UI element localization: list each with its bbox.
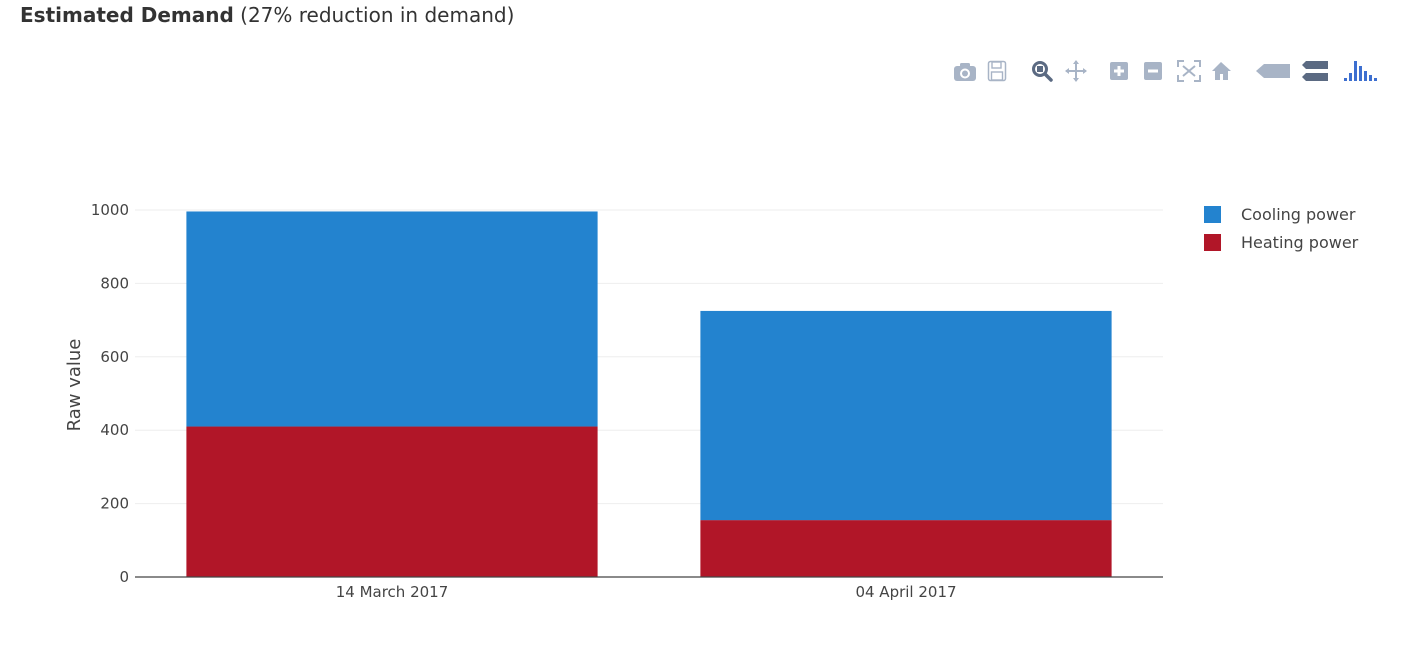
camera-icon[interactable] [954,63,976,81]
y-axis-title: Raw value [64,339,85,432]
x-tick-label: 04 April 2017 [855,583,956,601]
legend-swatch [1204,206,1221,223]
legend-label: Cooling power [1241,205,1356,224]
bar-heating-power[interactable] [700,520,1112,577]
hover-compare-icon[interactable] [1302,61,1328,81]
y-tick-label: 200 [100,495,129,513]
y-tick-label: 400 [100,421,129,439]
hover-closest-icon[interactable] [1256,64,1290,78]
bar-heating-power[interactable] [186,426,598,577]
plotly-logo-icon[interactable] [1344,61,1377,81]
bar-cooling-power[interactable] [186,211,598,427]
chart-title-main: Estimated Demand [20,3,234,27]
y-axis: 0 200 400 600 800 1000 [91,201,129,586]
legend-item[interactable]: Cooling power [1204,205,1356,224]
x-tick-label: 14 March 2017 [336,583,449,601]
chart-title-subtitle: (27% reduction in demand) [233,3,515,27]
pan-icon[interactable] [1065,60,1087,82]
modebar [950,58,1390,84]
zoom-icon[interactable] [1032,61,1053,82]
y-tick-label: 0 [119,568,129,586]
y-tick-label: 800 [100,274,129,292]
y-tick-label: 1000 [91,201,129,219]
bar-cooling-power[interactable] [700,310,1112,521]
chart-title: Estimated Demand (27% reduction in deman… [20,3,514,27]
legend: Cooling power Heating power [1204,205,1359,252]
zoom-out-icon[interactable] [1144,62,1162,80]
zoom-in-icon[interactable] [1110,62,1128,80]
legend-label: Heating power [1241,233,1359,252]
legend-swatch [1204,234,1221,251]
y-tick-label: 600 [100,348,129,366]
reset-axes-icon[interactable] [1212,62,1231,80]
x-axis: 14 March 2017 04 April 2017 [135,576,1163,601]
bars [186,211,1112,577]
legend-item[interactable]: Heating power [1204,233,1359,252]
save-icon[interactable] [987,60,1007,82]
autoscale-icon[interactable] [1177,60,1201,82]
